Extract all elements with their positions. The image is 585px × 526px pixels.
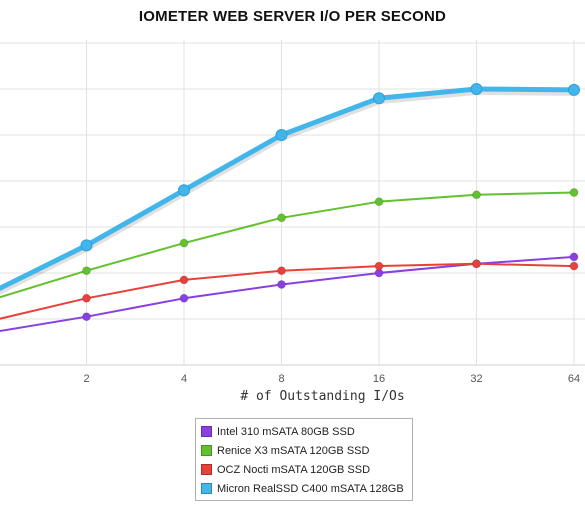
legend-label: Renice X3 mSATA 120GB SSD — [217, 444, 370, 457]
data-point — [277, 266, 286, 276]
series-2 — [0, 188, 579, 299]
legend-item: OCZ Nocti mSATA 120GB SSD — [196, 460, 412, 479]
data-point — [179, 238, 189, 248]
data-point — [82, 266, 91, 276]
legend-label: OCZ Nocti mSATA 120GB SSD — [217, 463, 371, 476]
chart-title: IOMETER WEB SERVER I/O PER SECOND — [138, 8, 447, 25]
data-point — [277, 213, 286, 223]
x-tick-label: 16 — [373, 373, 385, 385]
data-point — [569, 261, 579, 271]
data-point — [472, 259, 481, 269]
x-tick-label: 8 — [278, 373, 284, 385]
x-tick-label: 2 — [83, 373, 89, 385]
legend-label: Micron RealSSD C400 mSATA 128GB — [217, 482, 404, 495]
data-point — [275, 129, 288, 141]
x-tick-label: 32 — [470, 373, 482, 385]
legend-label: Intel 310 mSATA 80GB SSD — [217, 425, 355, 438]
data-point — [374, 197, 384, 207]
legend-swatch — [201, 445, 212, 456]
data-point — [277, 280, 286, 289]
data-point — [178, 184, 190, 197]
legend-item: Renice X3 mSATA 120GB SSD — [196, 441, 412, 460]
data-point — [373, 92, 385, 105]
legend-item: Intel 310 mSATA 80GB SSD — [196, 422, 412, 441]
data-point — [374, 261, 384, 271]
x-tick-label: 64 — [568, 373, 580, 385]
legend-swatch — [201, 483, 212, 494]
data-point — [470, 83, 483, 95]
legend-item: Micron RealSSD C400 mSATA 128GB — [196, 479, 412, 498]
data-point — [472, 190, 481, 200]
data-point — [568, 83, 580, 96]
x-tick-labels: 2 4 8 16 32 64 — [83, 373, 580, 385]
data-point — [569, 188, 579, 197]
data-point — [179, 293, 189, 303]
data-point — [80, 239, 93, 252]
legend-swatch — [201, 426, 212, 437]
legend: Intel 310 mSATA 80GB SSD Renice X3 mSATA … — [195, 418, 413, 501]
series-3 — [0, 259, 579, 320]
data-point — [179, 275, 189, 285]
series-4 — [0, 83, 580, 295]
series-layer — [0, 83, 580, 332]
x-axis-label: # of Outstanding I/Os — [240, 389, 405, 404]
x-tick-label: 4 — [181, 373, 187, 385]
legend-swatch — [201, 464, 212, 475]
data-point — [82, 293, 91, 303]
data-point — [569, 252, 579, 262]
data-point — [82, 312, 91, 322]
